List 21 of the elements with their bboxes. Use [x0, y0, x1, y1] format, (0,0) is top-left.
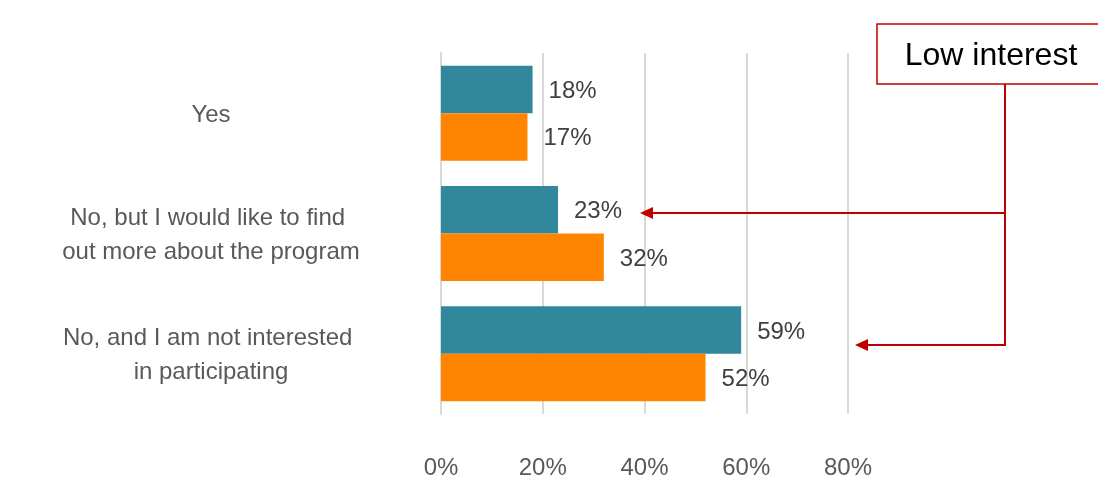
- x-tick-label: 20%: [518, 452, 567, 479]
- bar: [441, 113, 528, 161]
- x-tick-label: 80%: [823, 452, 873, 479]
- data-label: 59%: [757, 316, 806, 344]
- bar: [441, 353, 706, 402]
- y-tick-label: No, and I am not interested in participating: [62, 323, 360, 385]
- data-label: 52%: [721, 364, 770, 392]
- y-tick-label: Yes: [191, 99, 231, 127]
- x-tick-label: 40%: [620, 452, 669, 479]
- text: Low interest: [904, 36, 1078, 72]
- bar: [441, 185, 559, 234]
- x-tick-label: 60%: [722, 452, 771, 479]
- x-tick-label: 0%: [423, 452, 459, 479]
- bar: [441, 306, 742, 354]
- bar: [441, 65, 533, 114]
- data-label: 23%: [574, 196, 623, 224]
- y-tick-label: No, but I would like to find out more about the program: [62, 203, 360, 264]
- data-label: 17%: [543, 123, 592, 151]
- bar: [441, 233, 604, 282]
- data-label: 32%: [619, 243, 668, 271]
- data-label: 18%: [548, 75, 597, 103]
